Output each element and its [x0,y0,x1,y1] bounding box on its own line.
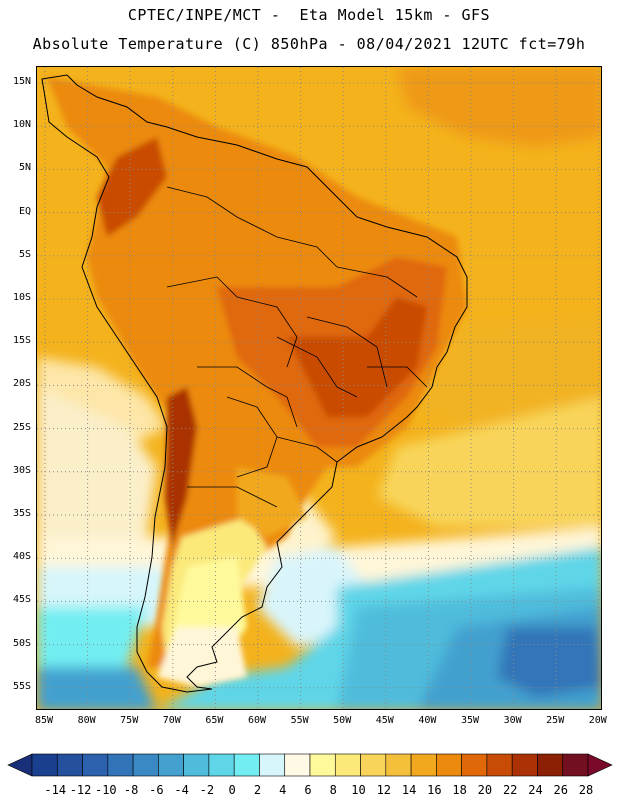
lon-label: 70W [162,715,181,726]
lon-label: 20W [588,715,607,726]
lat-label: 40S [12,551,31,563]
lon-label: 50W [333,715,352,726]
colorbar-swatch [208,753,235,777]
lat-label: 25S [12,421,31,433]
lat-label: 55S [12,680,31,692]
lat-label: 35S [12,508,31,519]
lon-label: 45W [375,715,394,726]
colorbar-tick-label: 8 [329,783,337,797]
lat-label: 10N [12,119,31,131]
lat-label: 45S [12,594,31,606]
colorbar-tick-label: 4 [279,783,287,797]
colorbar-swatch [511,753,538,777]
colorbar-tick-label: 0 [228,783,236,797]
lat-label: 10S [12,292,31,303]
colorbar-swatch [132,753,159,777]
colorbar-tick-label: 14 [401,783,417,797]
lon-label: 25W [546,715,565,726]
colorbar-tick-label: -6 [149,783,164,797]
colorbar-swatch [158,753,184,777]
lat-label: 5S [18,248,31,260]
colorbar-swatch [461,753,488,777]
lat-label: 15S [12,335,31,347]
colorbar-tick-label: 24 [528,783,543,797]
lon-label: 85W [34,715,54,726]
colorbar-tick-label: -2 [199,783,215,797]
lon-label: 55W [290,715,309,726]
temperature-map [36,66,602,710]
lon-label: 35W [460,715,480,726]
temperature-field [37,67,601,709]
map-title: CPTEC/INPE/MCT - Eta Model 15km - GFS [127,6,491,24]
colorbar-tick-label: 2 [253,783,262,797]
lon-label: 80W [77,715,96,726]
colorbar-swatch [562,753,589,777]
lat-label: 50S [12,637,31,649]
colorbar-tick-label: 26 [553,783,568,797]
colorbar-swatch [56,753,83,777]
colorbar-tick-label: -12 [69,783,92,797]
colorbar-swatch [436,753,462,777]
colorbar-over-arrow [587,753,613,777]
south-america-coastline [41,74,468,693]
colorbar-tick-label: -10 [94,783,117,797]
colorbar-tick-label: -8 [123,783,139,797]
colorbar-tick-label: -4 [174,783,189,797]
colorbar-swatch [31,753,58,777]
colorbar-swatch [410,753,437,777]
temperature-colorbar [7,753,613,777]
map-subtitle: Absolute Temperature (C) 850hPa - 08/04/… [32,35,586,53]
colorbar-swatch [183,753,210,777]
lon-label: 75W [120,715,139,726]
colorbar-tick-label: 16 [427,783,442,797]
colorbar-swatch [385,753,412,777]
lat-label: 15N [12,76,31,87]
land-warm-areas [47,77,467,687]
colorbar-tick-label: 6 [304,783,312,797]
country-borders [166,186,428,508]
colorbar-tick-label: 28 [578,783,594,797]
lat-label: 30S [12,464,31,476]
colorbar-tick-label: 22 [502,783,518,797]
colorbar-tick-label: 12 [376,783,392,797]
colorbar-tick-label: 10 [351,783,366,797]
lon-label: 30W [503,715,522,726]
lon-label: 60W [247,715,267,726]
colorbar-under-arrow [7,753,33,777]
colorbar-swatch [360,753,387,777]
lat-label: 5N [18,162,31,174]
colorbar-swatch [259,753,286,777]
colorbar-tick-label: 18 [452,783,467,797]
lon-label: 65W [205,715,224,726]
colorbar-swatch [486,753,513,777]
colorbar-swatch [309,753,336,777]
colorbar-swatch [284,753,311,777]
colorbar-swatch [334,753,361,777]
graticule-lines [37,67,601,709]
colorbar-swatch [233,753,260,777]
colorbar-swatch [82,753,109,777]
colorbar-swatch [107,753,134,777]
lat-label: EQ [18,205,31,217]
colorbar-swatch [537,753,564,777]
lat-label: 20S [12,378,31,390]
colorbar-tick-label: -14 [44,783,67,797]
lon-label: 40W [418,715,437,726]
colorbar-tick-label: 20 [477,783,493,797]
